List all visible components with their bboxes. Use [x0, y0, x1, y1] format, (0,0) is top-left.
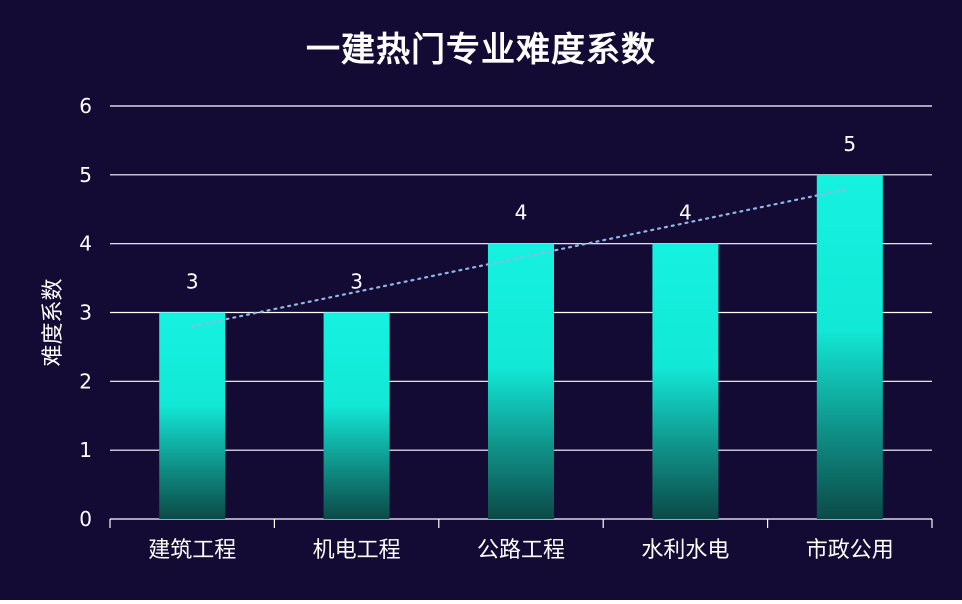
labels: 0 1 2 3 4 5 6 3 建筑工程 3 机电工程 4 公路工程 4 水利水电 5 市政公用: [79, 94, 894, 563]
bar: [488, 243, 554, 519]
trendline-path: [191, 187, 851, 328]
y-tick-label: 4: [79, 232, 92, 256]
category-label: 机电工程: [313, 538, 401, 563]
data-label: 4: [679, 201, 692, 225]
y-tick-label: 6: [79, 94, 92, 118]
bar: [652, 243, 719, 519]
trendline: [191, 187, 851, 328]
category-label: 水利水电: [641, 538, 729, 563]
bars: [159, 174, 883, 520]
data-label: 4: [515, 201, 528, 225]
y-tick-label: 3: [79, 301, 92, 325]
category-label: 公路工程: [477, 538, 565, 563]
bar: [159, 312, 226, 519]
data-label: 3: [186, 270, 199, 294]
category-label: 市政公用: [806, 538, 894, 563]
bar: [816, 174, 883, 520]
data-label: 3: [350, 270, 363, 294]
chart-title: 一建热门专业难度系数: [306, 30, 656, 70]
y-tick-label: 1: [79, 438, 92, 462]
data-label: 5: [843, 132, 856, 156]
category-label: 建筑工程: [148, 538, 236, 563]
y-tick-label: 5: [79, 163, 92, 187]
y-axis-title: 难度系数: [41, 278, 66, 366]
bar: [323, 312, 390, 519]
y-tick-label: 2: [79, 369, 92, 393]
y-tick-label: 0: [79, 507, 92, 531]
